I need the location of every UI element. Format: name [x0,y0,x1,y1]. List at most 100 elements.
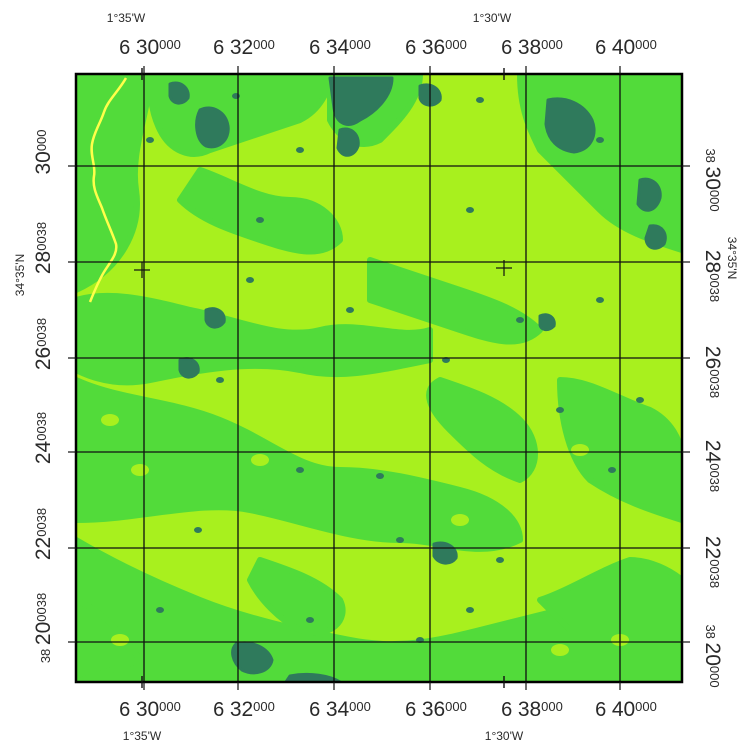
easting-label: 6 38000 [501,698,563,721]
easting-label: 6 32000 [213,36,275,59]
dark-cover-patch [231,641,274,675]
light-cover-spot [101,414,119,426]
dark-cover-spot [556,407,564,413]
medium-cover-patch [247,557,346,636]
northing-label: 30000 [32,129,55,174]
dark-cover-spot [476,97,484,103]
dark-cover-spot [596,137,604,143]
northing-label: 260038 [32,318,55,370]
northing-labels-right: 38 30000 280038 260038 240038 220038 38 20000 [701,148,724,687]
dark-cover-patch [168,81,190,105]
dark-cover-spot [608,467,616,473]
easting-label: 6 36000 [405,36,467,59]
medium-cover-patch [147,74,333,157]
light-cover-spot [451,514,469,526]
coordinate-grid [76,74,682,682]
light-cover-spot [291,264,309,276]
northing-label: 38 30000 [701,148,724,211]
dark-cover-spot [296,467,304,473]
light-cover-spot [191,574,209,586]
medium-cover-patch [537,557,682,633]
light-cover-spot [291,404,309,416]
easting-label: 6 30000 [119,698,181,721]
land-cover-light-spots [101,264,629,656]
lon-label-top-left: 1°35'W [107,11,146,25]
dark-cover-spot [156,607,164,613]
dark-cover-spot [636,397,644,403]
dark-cover-patch [544,97,596,154]
dark-cover-spot [232,93,240,99]
easting-label: 6 34000 [309,36,371,59]
dark-cover-patch [644,224,667,250]
northing-label: 260038 [701,346,724,398]
medium-cover-patch [177,167,343,255]
dark-cover-spot [346,307,354,313]
easting-labels-bottom: 6 30000 6 32000 6 34000 6 36000 6 38000 6 400… [119,698,657,721]
light-cover-spot [111,634,129,646]
dark-cover-patch [636,177,662,212]
graticule-cross [134,262,150,278]
dark-cover-spot [466,607,474,613]
dark-cover-spot [306,617,314,623]
dark-cover-spot [194,527,202,533]
dark-cover-spot [376,473,384,479]
medium-cover-patch [76,597,143,682]
easting-label: 6 40000 [595,36,657,59]
northing-label: 280038 [701,250,724,302]
northing-label: 240038 [32,412,55,464]
light-cover-spot [351,574,369,586]
dark-cover-spot [396,537,404,543]
dark-cover-patch [178,357,200,379]
lon-label-bottom-right: 1°30'W [485,729,524,743]
light-cover-spot [131,464,149,476]
light-cover-spot [251,454,269,466]
northing-label: 220038 [701,536,724,588]
northing-labels-left: 30000 280038 260038 240038 220038 38 200038 [32,129,55,663]
dark-cover-spot [296,147,304,153]
dark-cover-patch [328,76,394,126]
dark-cover-spot [246,277,254,283]
easting-labels-top: 6 30000 6 32000 6 34000 6 36000 6 38000 6 400… [119,36,657,59]
dark-cover-spot [146,137,154,143]
dark-cover-patch [284,672,342,682]
medium-cover-patch [367,257,543,345]
northing-label: 240038 [701,440,724,492]
river-line [88,77,128,303]
lat-label-left: 34°35'N [13,254,27,296]
northing-label: 38 200038 [32,593,55,663]
dark-cover-spot [496,557,504,563]
easting-label: 6 30000 [119,36,181,59]
graticule-crosses [134,260,512,278]
land-cover-dark-layer [146,76,667,682]
easting-label: 6 38000 [501,36,563,59]
dark-cover-spot [216,377,224,383]
dark-cover-spot [466,207,474,213]
easting-label: 6 40000 [595,698,657,721]
lon-label-top-right: 1°30'W [473,11,512,25]
dark-cover-spot [596,297,604,303]
dark-cover-patch [336,127,360,157]
light-cover-spot [231,294,249,306]
dark-cover-spot [256,217,264,223]
easting-label: 6 32000 [213,698,275,721]
northing-label: 280038 [32,222,55,274]
map-frame [74,72,684,684]
light-cover-spot [551,644,569,656]
medium-cover-patch [426,377,538,483]
graticule-cross [496,260,512,276]
lat-label-right: 34°35'N [725,237,739,279]
dark-cover-patch [538,313,556,332]
easting-label: 6 36000 [405,698,467,721]
northing-label: 38 20000 [701,624,724,687]
dark-cover-patch [204,307,226,329]
dark-cover-patch [195,106,230,149]
medium-cover-patch [76,377,523,552]
light-cover-spot [571,444,589,456]
easting-label: 6 34000 [309,698,371,721]
dark-cover-spot [516,317,524,323]
northing-label: 220038 [32,508,55,560]
grid-ticks [68,66,690,690]
dark-cover-patch [432,541,458,565]
